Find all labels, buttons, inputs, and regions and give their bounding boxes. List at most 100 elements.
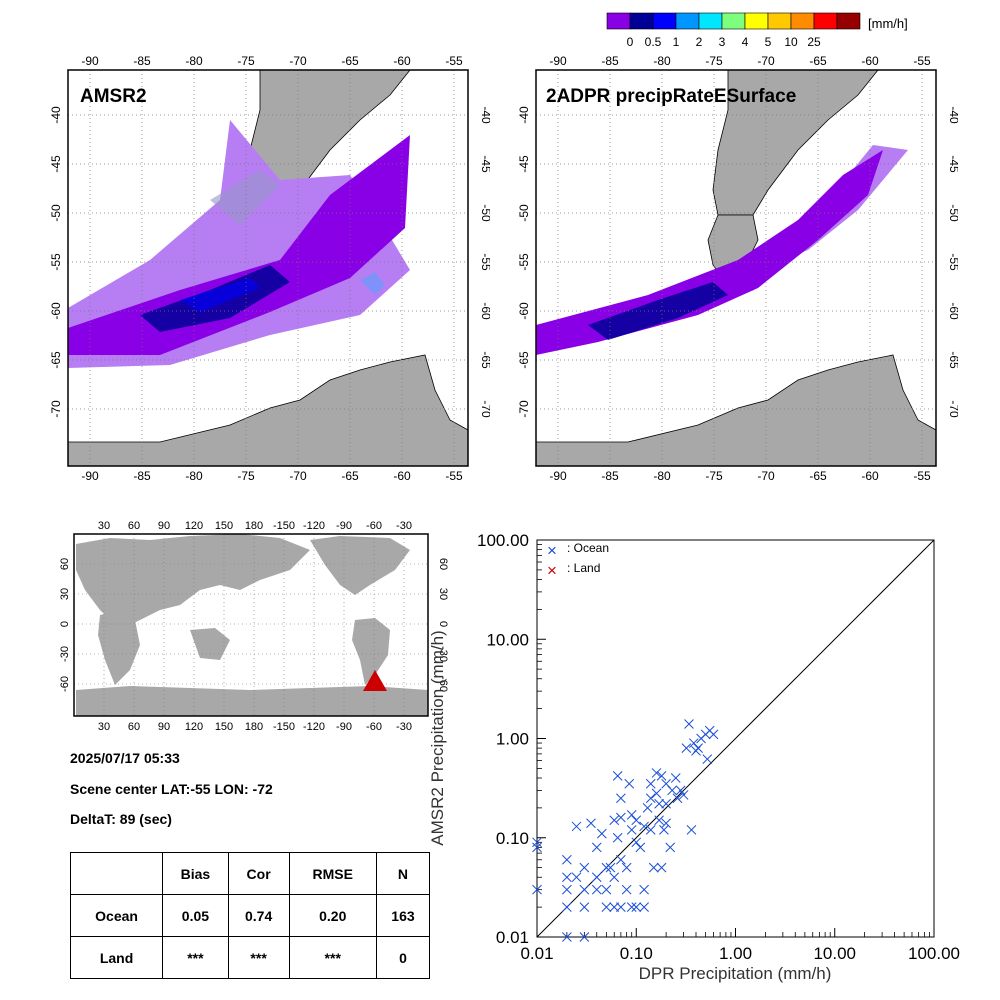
x-tick-label: 10.00 bbox=[813, 944, 856, 963]
colorbar-unit: [mm/h] bbox=[868, 16, 908, 31]
table-cell: *** bbox=[288, 936, 377, 979]
lon-tick-label: -60 bbox=[393, 469, 411, 483]
table-header: N bbox=[375, 852, 431, 895]
table-cell: 0.74 bbox=[227, 894, 290, 937]
scatter-point bbox=[654, 815, 664, 826]
table-cell: 0.05 bbox=[162, 894, 229, 937]
scatter-point bbox=[562, 902, 572, 912]
scatter-point bbox=[579, 862, 590, 873]
y-tick-label: 1.00 bbox=[496, 730, 529, 749]
scatter-points bbox=[532, 719, 719, 942]
lon-tick-label: -75 bbox=[237, 54, 255, 68]
globe-lon-label: 120 bbox=[185, 721, 203, 733]
scatter-point bbox=[591, 872, 602, 883]
x-axis-label: DPR Precipitation (mm/h) bbox=[639, 964, 832, 983]
lat-tick-label: -60 bbox=[947, 302, 958, 320]
scatter-point bbox=[708, 729, 719, 740]
table-header-row: Bias Cor RMSE N bbox=[69, 852, 431, 895]
scatter-point bbox=[693, 743, 703, 753]
y-tick-label: 100.00 bbox=[477, 531, 529, 550]
colorbar-tick-label: 3 bbox=[719, 35, 726, 49]
lon-tick-label: -85 bbox=[133, 469, 151, 483]
lat-tick-label: -70 bbox=[49, 400, 63, 418]
lat-tick-label: -60 bbox=[479, 302, 490, 320]
lat-tick-label: -50 bbox=[479, 204, 490, 222]
table-header bbox=[69, 852, 164, 895]
scatter-point bbox=[648, 862, 659, 873]
colorbar-cell bbox=[790, 12, 815, 30]
globe-lat-label: 0 bbox=[437, 621, 449, 627]
scatter-point bbox=[612, 771, 623, 781]
map-title-dpr: 2ADPR precipRateESurface bbox=[546, 86, 796, 107]
scatter-point bbox=[579, 932, 590, 942]
scatter-point bbox=[586, 818, 596, 829]
lat-tick-label: -65 bbox=[49, 351, 63, 369]
table-row: Ocean 0.05 0.74 0.20 163 bbox=[69, 894, 431, 937]
scatter-point bbox=[631, 815, 642, 826]
globe-lat-label: -60 bbox=[59, 676, 71, 692]
lon-tick-label: -90 bbox=[81, 469, 99, 483]
scatter-point bbox=[562, 884, 572, 895]
lat-tick-label: -50 bbox=[947, 204, 958, 222]
legend-land-marker: × bbox=[547, 561, 557, 580]
lat-tick-label: -55 bbox=[947, 253, 958, 271]
scatter-point bbox=[681, 743, 692, 753]
table-cell: *** bbox=[227, 936, 290, 979]
globe-lon-label: 30 bbox=[98, 721, 110, 733]
globe-lon-label: 30 bbox=[98, 520, 110, 532]
globe-lat-label: 0 bbox=[59, 621, 71, 627]
scatter-point bbox=[639, 902, 649, 912]
globe-lon-label: 60 bbox=[128, 520, 140, 532]
legend-ocean-marker: × bbox=[547, 541, 557, 560]
scatter-point bbox=[616, 854, 626, 865]
scatter-point bbox=[591, 884, 602, 895]
lat-tick-label: -70 bbox=[947, 400, 958, 418]
red-triangle-icon bbox=[363, 670, 387, 691]
lon-tick-label: -65 bbox=[341, 54, 359, 68]
lon-tick-label: -70 bbox=[289, 469, 307, 483]
scatter-point bbox=[616, 812, 626, 823]
scatter-point bbox=[667, 785, 678, 796]
colorbar-tick-label: 0 bbox=[627, 35, 634, 49]
lon-tick-label: -70 bbox=[289, 54, 307, 68]
lon-tick-label: -60 bbox=[861, 469, 879, 483]
scatter-point bbox=[645, 793, 656, 804]
table-cell: *** bbox=[162, 936, 229, 979]
colorbar-cell bbox=[767, 12, 792, 30]
globe-lon-label: -90 bbox=[336, 721, 352, 733]
scatter-point bbox=[656, 862, 667, 873]
colorbar-cell bbox=[629, 12, 654, 30]
scatter-point bbox=[670, 773, 681, 783]
lon-tick-label: -90 bbox=[549, 469, 567, 483]
scatter-point bbox=[571, 872, 582, 883]
legend-ocean-label: : Ocean bbox=[567, 541, 609, 555]
scatter-point bbox=[562, 872, 572, 883]
lat-tick-label: -40 bbox=[49, 106, 63, 124]
scatter-point bbox=[672, 793, 683, 804]
scatter-point bbox=[631, 902, 642, 912]
scatter-point bbox=[601, 884, 612, 895]
scatter-point bbox=[645, 825, 656, 835]
scatter-ticks: 0.010.01 0.10 0.10 1.00 1.00 10.00 10.00 100.00… bbox=[477, 531, 960, 963]
scatter-point bbox=[626, 810, 637, 820]
lon-tick-label: -90 bbox=[81, 54, 99, 68]
colorbar-cell bbox=[606, 12, 631, 30]
table-cell: Ocean bbox=[69, 894, 164, 937]
lon-tick-label: -75 bbox=[705, 469, 723, 483]
lon-tick-label: -65 bbox=[809, 54, 827, 68]
scene-deltat: DeltaT: 89 (sec) bbox=[70, 811, 172, 827]
y-tick-label: 10.00 bbox=[486, 630, 529, 649]
scene-datetime: 2025/07/17 05:33 bbox=[70, 750, 180, 766]
table-cell: 0.20 bbox=[288, 894, 377, 937]
scatter-point bbox=[635, 842, 646, 853]
globe-lon-label: 90 bbox=[158, 721, 170, 733]
scatter-point bbox=[601, 902, 612, 912]
lon-tick-label: -55 bbox=[913, 469, 931, 483]
lat-tick-label: -45 bbox=[49, 155, 63, 173]
colorbar-labels: 0 0.5 1 2 3 4 5 10 25 bbox=[627, 35, 821, 49]
lon-tick-label: -75 bbox=[705, 54, 723, 68]
globe-lat-label: 60 bbox=[437, 558, 449, 570]
legend: × : Ocean × : Land bbox=[547, 541, 609, 580]
globe-lat-label: -30 bbox=[437, 646, 449, 662]
scatter-point bbox=[659, 825, 669, 835]
